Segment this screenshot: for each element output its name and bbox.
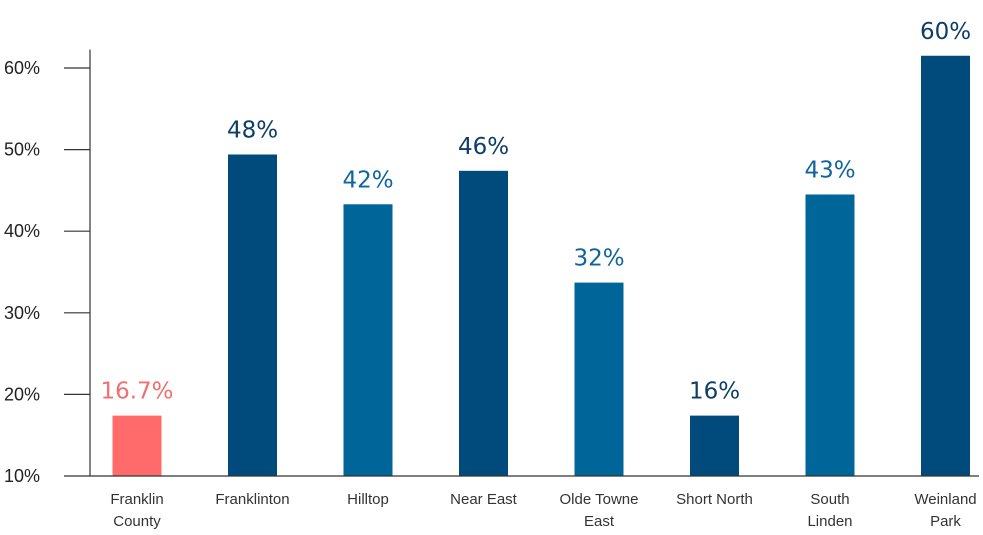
bar [113, 416, 162, 476]
bar [459, 171, 508, 476]
category-label-line: Short North [676, 491, 753, 508]
data-label: 60% [920, 19, 971, 45]
x-axis-labels: Franklin County Franklinton Hilltop Near Eas… [110, 491, 976, 530]
category-label-line: Franklinton [215, 491, 289, 508]
category-label-line: Hilltop [347, 491, 389, 508]
category-label-line: Near East [450, 491, 518, 508]
bar [690, 416, 739, 476]
y-tick-label: 30% [4, 303, 40, 323]
category-label: Hilltop [347, 491, 389, 508]
category-label-line: East [584, 513, 615, 530]
bar [806, 194, 855, 476]
category-label: South Linden [807, 491, 852, 530]
data-label: 42% [342, 167, 393, 193]
data-label: 16% [689, 379, 740, 405]
bar [921, 56, 970, 476]
data-label: 32% [573, 246, 624, 272]
data-label: 46% [458, 134, 509, 160]
category-label: Short North [676, 491, 753, 508]
category-label-line: County [113, 513, 161, 530]
category-label-line: South [810, 491, 849, 508]
category-label-line: Linden [807, 513, 852, 530]
y-tick-label: 20% [4, 384, 40, 404]
bar [344, 204, 393, 476]
y-axis: 10% 20% 30% 40% 50% 60% [4, 50, 90, 486]
bar [228, 154, 277, 476]
category-label-line: Weinland [914, 491, 976, 508]
y-tick-label: 10% [4, 466, 40, 486]
category-label: Olde Towne East [560, 491, 639, 530]
data-label: 16.7% [100, 379, 173, 405]
category-label-line: Park [930, 513, 961, 530]
y-tick-label: 40% [4, 221, 40, 241]
category-label: Near East [450, 491, 518, 508]
category-label-line: Franklin [110, 491, 163, 508]
category-label: Franklin County [110, 491, 163, 530]
data-label: 48% [227, 117, 278, 143]
category-label-line: Olde Towne [560, 491, 639, 508]
category-label: Weinland Park [914, 491, 976, 530]
category-label: Franklinton [215, 491, 289, 508]
data-label: 43% [804, 157, 855, 183]
y-tick-label: 50% [4, 140, 40, 160]
y-tick-label: 60% [4, 58, 40, 78]
bar [575, 283, 624, 476]
